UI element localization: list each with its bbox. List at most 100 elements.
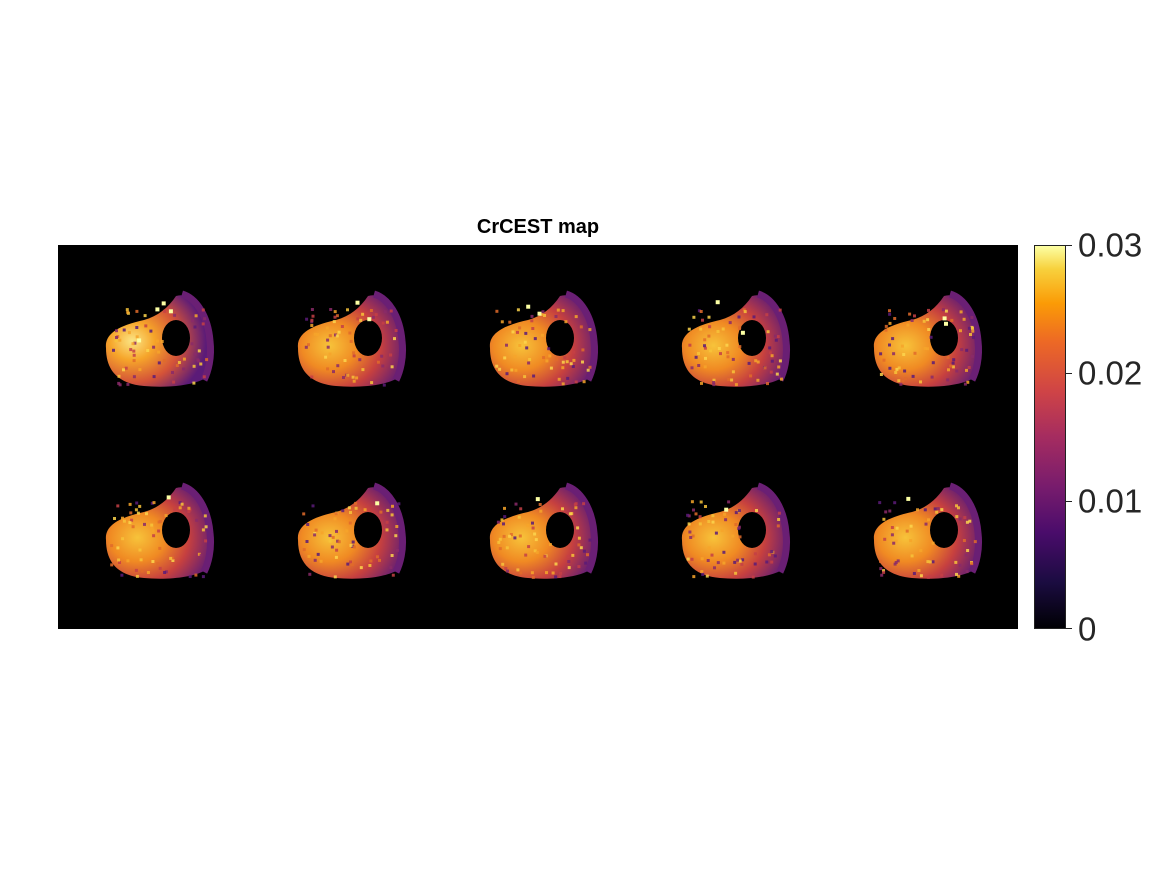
speckle-pixel (970, 354, 974, 358)
colorbar-tick-mark (1066, 245, 1072, 246)
speckle-pixel (734, 571, 738, 575)
speckle-pixel (972, 335, 975, 339)
speckle-pixel (331, 535, 335, 539)
speckle-pixel (951, 361, 955, 365)
speckle-pixel (334, 512, 338, 516)
speckle-pixel (197, 359, 200, 363)
speckle-pixel (333, 315, 337, 319)
speckle-pixel (517, 515, 521, 519)
hotspot-pixel (355, 300, 360, 305)
speckle-pixel (302, 548, 306, 552)
speckle-pixel (349, 339, 353, 343)
speckle-pixel (140, 569, 144, 573)
speckle-pixel (692, 315, 696, 319)
speckle-pixel (503, 506, 506, 510)
speckle-pixel (117, 558, 121, 562)
speckle-pixel (970, 316, 974, 319)
speckle-pixel (506, 569, 509, 573)
speckle-pixel (768, 351, 772, 355)
speckle-pixel (349, 511, 352, 514)
speckle-pixel (904, 377, 908, 380)
speckle-pixel (703, 365, 707, 369)
speckle-pixel (178, 501, 182, 505)
speckle-pixel (930, 375, 934, 379)
speckle-pixel (574, 506, 578, 510)
speckle-pixel (545, 571, 548, 575)
speckle-pixel (689, 536, 693, 539)
speckle-pixel (766, 382, 769, 386)
speckle-pixel (182, 367, 186, 371)
montage-svg (105, 290, 982, 579)
speckle-pixel (389, 309, 393, 313)
slice-8 (489, 482, 598, 579)
tissue-rim (564, 482, 598, 574)
speckle-pixel (711, 520, 715, 524)
hotspot-pixel (535, 497, 540, 502)
speckle-pixel (940, 573, 944, 577)
speckle-pixel (143, 314, 147, 318)
colorbar-tick-mark (1066, 501, 1072, 502)
speckle-pixel (952, 358, 956, 362)
speckle-pixel (381, 321, 385, 325)
speckle-pixel (194, 573, 198, 577)
speckle-pixel (895, 367, 899, 371)
speckle-pixel (710, 553, 714, 557)
speckle-pixel (963, 382, 967, 386)
speckle-pixel (534, 538, 538, 542)
tissue-void (162, 320, 190, 356)
crcest-map-montage (58, 245, 1018, 629)
speckle-pixel (135, 574, 139, 578)
speckle-pixel (157, 361, 161, 365)
speckle-pixel (770, 354, 774, 358)
speckle-pixel (895, 526, 899, 530)
speckle-pixel (737, 509, 741, 513)
speckle-pixel (737, 315, 741, 319)
speckle-pixel (738, 345, 742, 349)
speckle-pixel (502, 534, 506, 538)
speckle-pixel (711, 514, 715, 518)
speckle-pixel (503, 515, 507, 519)
speckle-pixel (308, 572, 312, 576)
speckle-pixel (688, 530, 692, 534)
speckle-pixel (342, 376, 345, 379)
speckle-pixel (518, 534, 522, 538)
speckle-pixel (919, 549, 923, 553)
speckle-pixel (385, 320, 389, 324)
speckle-pixel (510, 368, 514, 372)
speckle-pixel (955, 515, 959, 519)
hotspot-pixel (942, 316, 947, 321)
speckle-pixel (705, 574, 709, 578)
speckle-pixel (352, 379, 356, 383)
speckle-pixel (697, 309, 701, 313)
speckle-pixel (352, 351, 356, 355)
speckle-pixel (531, 521, 534, 525)
speckle-pixel (588, 365, 592, 369)
speckle-pixel (326, 338, 330, 342)
speckle-pixel (588, 538, 592, 542)
speckle-pixel (349, 543, 353, 547)
speckle-pixel (906, 323, 910, 327)
speckle-pixel (708, 325, 712, 329)
hotspot-pixel (168, 309, 173, 314)
speckle-pixel (134, 568, 138, 572)
speckle-pixel (731, 370, 735, 374)
speckle-pixel (741, 558, 745, 562)
speckle-pixel (378, 558, 381, 562)
speckle-pixel (199, 362, 203, 366)
speckle-pixel (773, 334, 777, 338)
speckle-pixel (687, 522, 691, 526)
speckle-pixel (909, 539, 913, 543)
speckle-pixel (390, 554, 394, 557)
speckle-pixel (320, 531, 324, 535)
speckle-pixel (391, 573, 395, 577)
speckle-pixel (310, 375, 314, 379)
speckle-pixel (496, 520, 500, 524)
speckle-pixel (775, 372, 779, 376)
speckle-pixel (340, 325, 344, 328)
speckle-pixel (561, 366, 565, 370)
speckle-pixel (533, 549, 537, 553)
speckle-pixel (913, 351, 917, 355)
tissue-region (105, 487, 212, 579)
speckle-pixel (971, 329, 975, 333)
speckle-pixel (756, 360, 760, 364)
